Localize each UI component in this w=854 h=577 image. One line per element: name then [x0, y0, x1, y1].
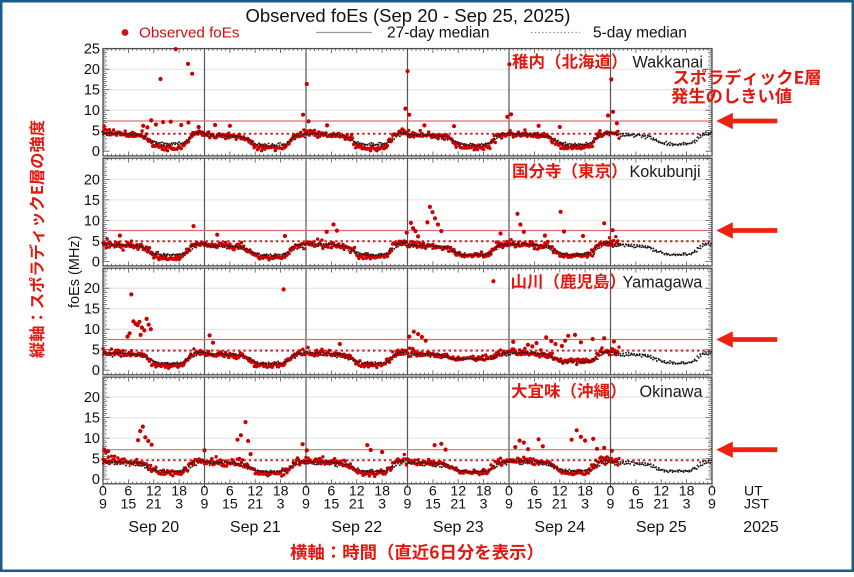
svg-text:15: 15: [425, 497, 441, 513]
svg-text:18: 18: [679, 484, 695, 500]
svg-text:10: 10: [84, 431, 100, 447]
svg-text:Wakkanai: Wakkanai: [633, 54, 703, 72]
svg-text:Sep 25: Sep 25: [636, 519, 687, 536]
svg-text:25: 25: [84, 42, 100, 58]
svg-text:21: 21: [552, 497, 568, 513]
svg-text:0: 0: [92, 363, 100, 379]
svg-text:21: 21: [653, 497, 669, 513]
svg-text:Sep 22: Sep 22: [331, 519, 382, 536]
svg-text:5-day median: 5-day median: [593, 25, 687, 42]
svg-text:0: 0: [302, 484, 310, 500]
svg-text:15: 15: [84, 302, 100, 318]
svg-text:10: 10: [84, 103, 100, 119]
svg-text:15: 15: [84, 411, 100, 427]
svg-text:Observed foEs (Sep 20 - Sep 25: Observed foEs (Sep 20 - Sep 25, 2025): [246, 5, 571, 26]
svg-text:9: 9: [99, 497, 107, 513]
svg-text:6: 6: [530, 484, 538, 500]
svg-text:18: 18: [476, 484, 492, 500]
svg-text:0: 0: [92, 254, 100, 270]
svg-text:9: 9: [708, 497, 716, 513]
svg-text:Sep 24: Sep 24: [534, 519, 585, 536]
svg-text:Sep 23: Sep 23: [433, 519, 484, 536]
svg-text:21: 21: [247, 497, 263, 513]
svg-text:Sep 20: Sep 20: [128, 519, 179, 536]
svg-text:Observed foEs: Observed foEs: [139, 25, 240, 42]
svg-text:10: 10: [84, 322, 100, 338]
svg-text:0: 0: [92, 144, 100, 160]
svg-text:Yamagawa: Yamagawa: [623, 274, 703, 292]
svg-text:27-day median: 27-day median: [387, 25, 490, 42]
svg-text:9: 9: [201, 497, 209, 513]
svg-text:15: 15: [323, 497, 339, 513]
svg-text:3: 3: [175, 497, 183, 513]
svg-text:5: 5: [92, 234, 100, 250]
svg-text:0: 0: [92, 472, 100, 488]
svg-text:18: 18: [171, 484, 187, 500]
svg-text:18: 18: [577, 484, 593, 500]
svg-text:Kokubunji: Kokubunji: [630, 163, 701, 181]
svg-text:21: 21: [349, 497, 365, 513]
svg-text:15: 15: [120, 497, 136, 513]
svg-text:6: 6: [429, 484, 437, 500]
svg-text:12: 12: [247, 484, 263, 500]
svg-text:0: 0: [201, 484, 209, 500]
svg-text:0: 0: [708, 484, 716, 500]
svg-text:15: 15: [526, 497, 542, 513]
svg-text:0: 0: [607, 484, 615, 500]
svg-text:5: 5: [92, 452, 100, 468]
svg-text:20: 20: [84, 62, 100, 78]
svg-text:0: 0: [505, 484, 513, 500]
svg-text:UT: UT: [744, 483, 763, 499]
svg-text:20: 20: [84, 172, 100, 188]
svg-text:JST: JST: [744, 496, 769, 512]
svg-text:3: 3: [683, 497, 691, 513]
svg-text:12: 12: [349, 484, 365, 500]
svg-text:21: 21: [146, 497, 162, 513]
svg-text:6: 6: [226, 484, 234, 500]
svg-text:9: 9: [302, 497, 310, 513]
svg-text:0: 0: [99, 484, 107, 500]
svg-text:12: 12: [146, 484, 162, 500]
svg-text:3: 3: [480, 497, 488, 513]
svg-text:15: 15: [84, 83, 100, 99]
svg-text:12: 12: [653, 484, 669, 500]
svg-text:3: 3: [277, 497, 285, 513]
svg-text:6: 6: [632, 484, 640, 500]
svg-text:3: 3: [581, 497, 589, 513]
svg-text:9: 9: [607, 497, 615, 513]
svg-text:6: 6: [124, 484, 132, 500]
svg-text:10: 10: [84, 213, 100, 229]
svg-text:5: 5: [92, 343, 100, 359]
svg-text:15: 15: [84, 193, 100, 209]
svg-text:3: 3: [378, 497, 386, 513]
svg-text:20: 20: [84, 281, 100, 297]
svg-text:foEs (MHz): foEs (MHz): [67, 236, 83, 309]
svg-text:15: 15: [222, 497, 238, 513]
svg-text:15: 15: [628, 497, 644, 513]
svg-text:18: 18: [374, 484, 390, 500]
svg-text:18: 18: [273, 484, 289, 500]
svg-text:9: 9: [505, 497, 513, 513]
svg-text:6: 6: [327, 484, 335, 500]
svg-text:12: 12: [450, 484, 466, 500]
svg-text:12: 12: [552, 484, 568, 500]
svg-text:5: 5: [92, 124, 100, 140]
svg-text:20: 20: [84, 390, 100, 406]
svg-text:2025: 2025: [743, 519, 779, 536]
svg-text:9: 9: [404, 497, 412, 513]
svg-text:Sep 21: Sep 21: [230, 519, 281, 536]
svg-text:21: 21: [450, 497, 466, 513]
svg-text:0: 0: [404, 484, 412, 500]
svg-text:Okinawa: Okinawa: [640, 383, 703, 401]
